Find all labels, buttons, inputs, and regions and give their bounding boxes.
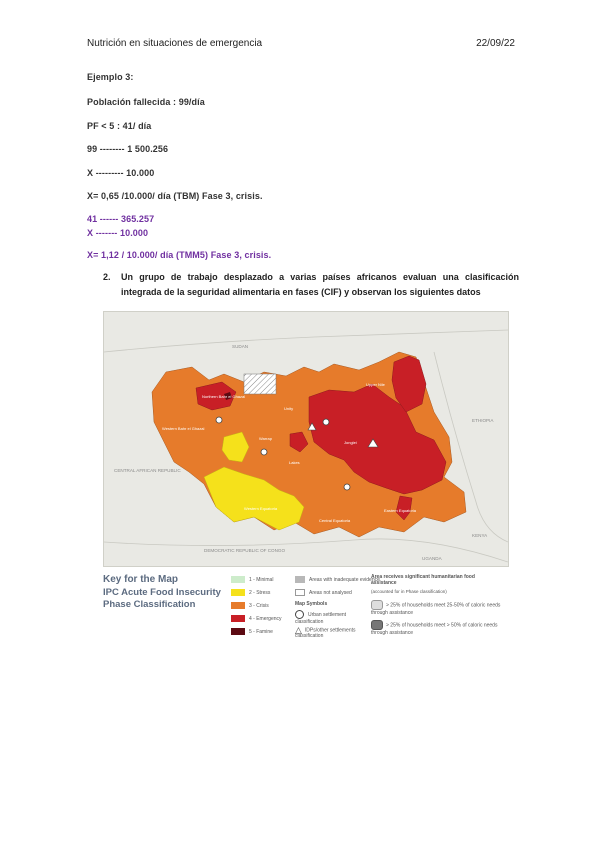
calc-line-2: X --------- 10.000 xyxy=(87,168,155,178)
legend-not-analysed: Areas not analysed xyxy=(295,589,352,596)
region-label-eastern-eq: Eastern Equatoria xyxy=(384,508,417,513)
legend-inadequate-evidence: Areas with inadequate evidence xyxy=(295,576,380,583)
border-line-south xyxy=(104,538,508,563)
calc-line-4: X ------- 10.000 xyxy=(87,228,149,238)
region-not-analysed xyxy=(243,373,277,395)
swatch-famine xyxy=(231,628,245,635)
idp-settlement-marker xyxy=(367,438,379,448)
legend-idps: △ IDPs/other settlements classification xyxy=(295,625,356,640)
ipc-map: SUDAN ETHIOPIA CENTRAL AFRICAN REPUBLIC … xyxy=(103,311,509,567)
swatch-stress xyxy=(231,589,245,596)
deceased-population-line: Población fallecida : 99/día xyxy=(87,97,205,107)
legend-urban-settlement: Urban settlement classification xyxy=(295,610,347,625)
region-label-nbeg: Northern Bahr el Ghazal xyxy=(202,394,245,399)
legend-assist-1: > 25% of households meet 25-50% of calor… xyxy=(371,600,506,616)
map-legend: Key for the Map IPC Acute Food Insecurit… xyxy=(103,572,507,644)
country-label-uganda: UGANDA xyxy=(422,556,443,561)
urban-symbol-icon xyxy=(295,610,304,619)
region-label-lakes: Lakes xyxy=(289,460,300,465)
legend-phase-4: 4 - Emergency xyxy=(231,615,282,622)
legend-phase-1: 1 - Minimal xyxy=(231,576,273,583)
question-text: Un grupo de trabajo desplazado a varias … xyxy=(121,272,519,297)
region-emergency-upper-nile xyxy=(391,355,427,413)
legend-title-line3: Phase Classification xyxy=(103,599,196,610)
swatch-emergency xyxy=(231,615,245,622)
region-emergency-nbeg xyxy=(195,381,237,411)
region-label-wbeg: Western Bahr el Ghazal xyxy=(162,426,205,431)
country-label-car: CENTRAL AFRICAN REPUBLIC xyxy=(114,468,181,473)
region-stress-lakes xyxy=(221,431,250,463)
region-label-central-eq: Central Equatoria xyxy=(319,518,351,523)
legend-assist-2: > 25% of households meet > 50% of calori… xyxy=(371,620,506,636)
legend-phase-3: 3 - Crisis xyxy=(231,602,269,609)
urban-settlement-marker xyxy=(322,418,330,426)
region-label-unity: Unity xyxy=(284,406,293,411)
question-number: 2. xyxy=(103,272,111,282)
assistance-bag-dark-icon xyxy=(371,620,383,630)
region-label-warrap: Warrap xyxy=(259,436,273,441)
region-label-upper-nile: Upper Nile xyxy=(366,382,386,387)
calc-line-3: 41 ------ 365.257 xyxy=(87,214,155,224)
swatch-not-analysed xyxy=(295,589,305,596)
swatch-inadequate xyxy=(295,576,305,583)
region-label-jonglei: Jonglei xyxy=(344,440,357,445)
region-label-western-eq: Western Equatoria xyxy=(244,506,278,511)
swatch-minimal xyxy=(231,576,245,583)
region-stress-western-eq xyxy=(203,466,305,531)
swatch-crisis xyxy=(231,602,245,609)
calc-result-tmm5: X= 1,12 / 10.000/ día (TMM5) Fase 3, cri… xyxy=(87,250,272,260)
calc-line-1: 99 -------- 1 500.256 xyxy=(87,144,169,154)
border-line-east xyxy=(433,351,508,543)
urban-settlement-marker xyxy=(215,416,223,424)
legend-title-line2: IPC Acute Food Insecurity xyxy=(103,587,221,598)
region-emergency-warrap xyxy=(289,431,309,453)
document-header-title: Nutrición en situaciones de emergencia xyxy=(87,38,263,49)
under-five-deceased-line: PF < 5 : 41/ día xyxy=(87,121,152,131)
region-emergency-eastern-eq xyxy=(395,495,413,521)
ipc-map-svg: SUDAN ETHIOPIA CENTRAL AFRICAN REPUBLIC … xyxy=(104,329,508,563)
legend-phase-2: 2 - Stress xyxy=(231,589,270,596)
document-header-date: 22/09/22 xyxy=(476,38,515,49)
assistance-bag-light-icon xyxy=(371,600,383,610)
legend-title: Key for the Map xyxy=(103,574,179,585)
legend-phase-5: 5 - Famine xyxy=(231,628,273,635)
country-label-sudan: SUDAN xyxy=(232,344,248,349)
country-label-kenya: KENYA xyxy=(472,533,488,538)
region-emergency-jonglei xyxy=(308,383,447,495)
urban-settlement-marker xyxy=(343,483,351,491)
urban-settlement-marker xyxy=(260,448,268,456)
legend-assistance-sub: (accounted for in Phase classification) xyxy=(371,589,447,594)
idp-settlement-marker xyxy=(307,422,317,431)
legend-map-symbols: Map Symbols xyxy=(295,601,328,607)
country-label-drc: DEMOCRATIC REPUBLIC OF CONGO xyxy=(204,548,286,553)
region-famine-spot xyxy=(224,392,232,400)
country-label-ethiopia: ETHIOPIA xyxy=(472,418,494,423)
calc-result-tbm: X= 0,65 /10.000/ día (TBM) Fase 3, crisi… xyxy=(87,191,263,201)
example-heading: Ejemplo 3: xyxy=(87,72,134,82)
legend-assistance-head: Area receives significant humanitarian f… xyxy=(371,574,475,586)
border-line-north xyxy=(104,329,508,353)
idp-symbol-icon: △ xyxy=(295,625,302,635)
